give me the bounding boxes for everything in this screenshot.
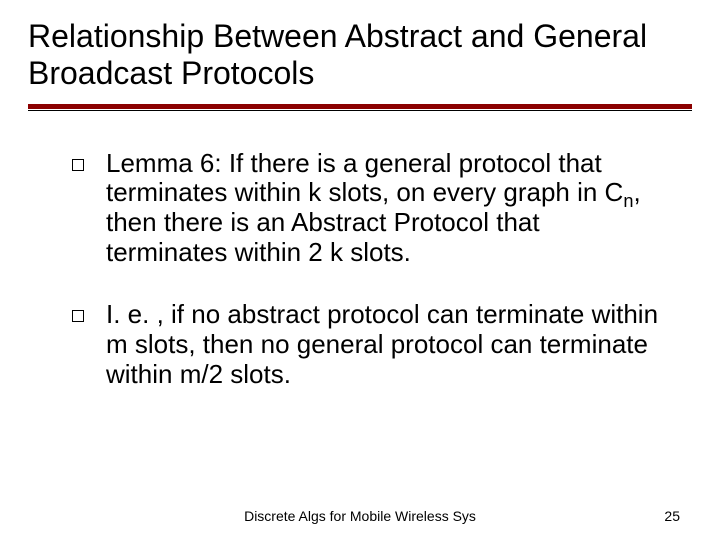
list-item: I. e. , if no abstract protocol can term… — [72, 300, 664, 390]
rule-thin — [28, 110, 692, 111]
square-bullet-icon — [72, 159, 84, 171]
square-bullet-icon — [72, 310, 84, 322]
slide-title: Relationship Between Abstract and Genera… — [28, 18, 692, 92]
rule-thick — [28, 104, 692, 109]
subscript: n — [623, 192, 633, 212]
bullet-text-part1: Lemma 6: If there is a general protocol … — [106, 148, 623, 208]
footer-text: Discrete Algs for Mobile Wireless Sys — [244, 508, 476, 524]
bullet-text: Lemma 6: If there is a general protocol … — [106, 149, 664, 269]
page-number: 25 — [664, 508, 680, 524]
footer: Discrete Algs for Mobile Wireless Sys 25 — [0, 508, 720, 524]
bullet-text-part1: I. e. , if no abstract protocol can term… — [106, 299, 658, 389]
list-item: Lemma 6: If there is a general protocol … — [72, 149, 664, 269]
title-rule — [28, 104, 692, 111]
bullet-text: I. e. , if no abstract protocol can term… — [106, 300, 664, 390]
slide: Relationship Between Abstract and Genera… — [0, 0, 720, 540]
bullet-list: Lemma 6: If there is a general protocol … — [28, 149, 692, 390]
